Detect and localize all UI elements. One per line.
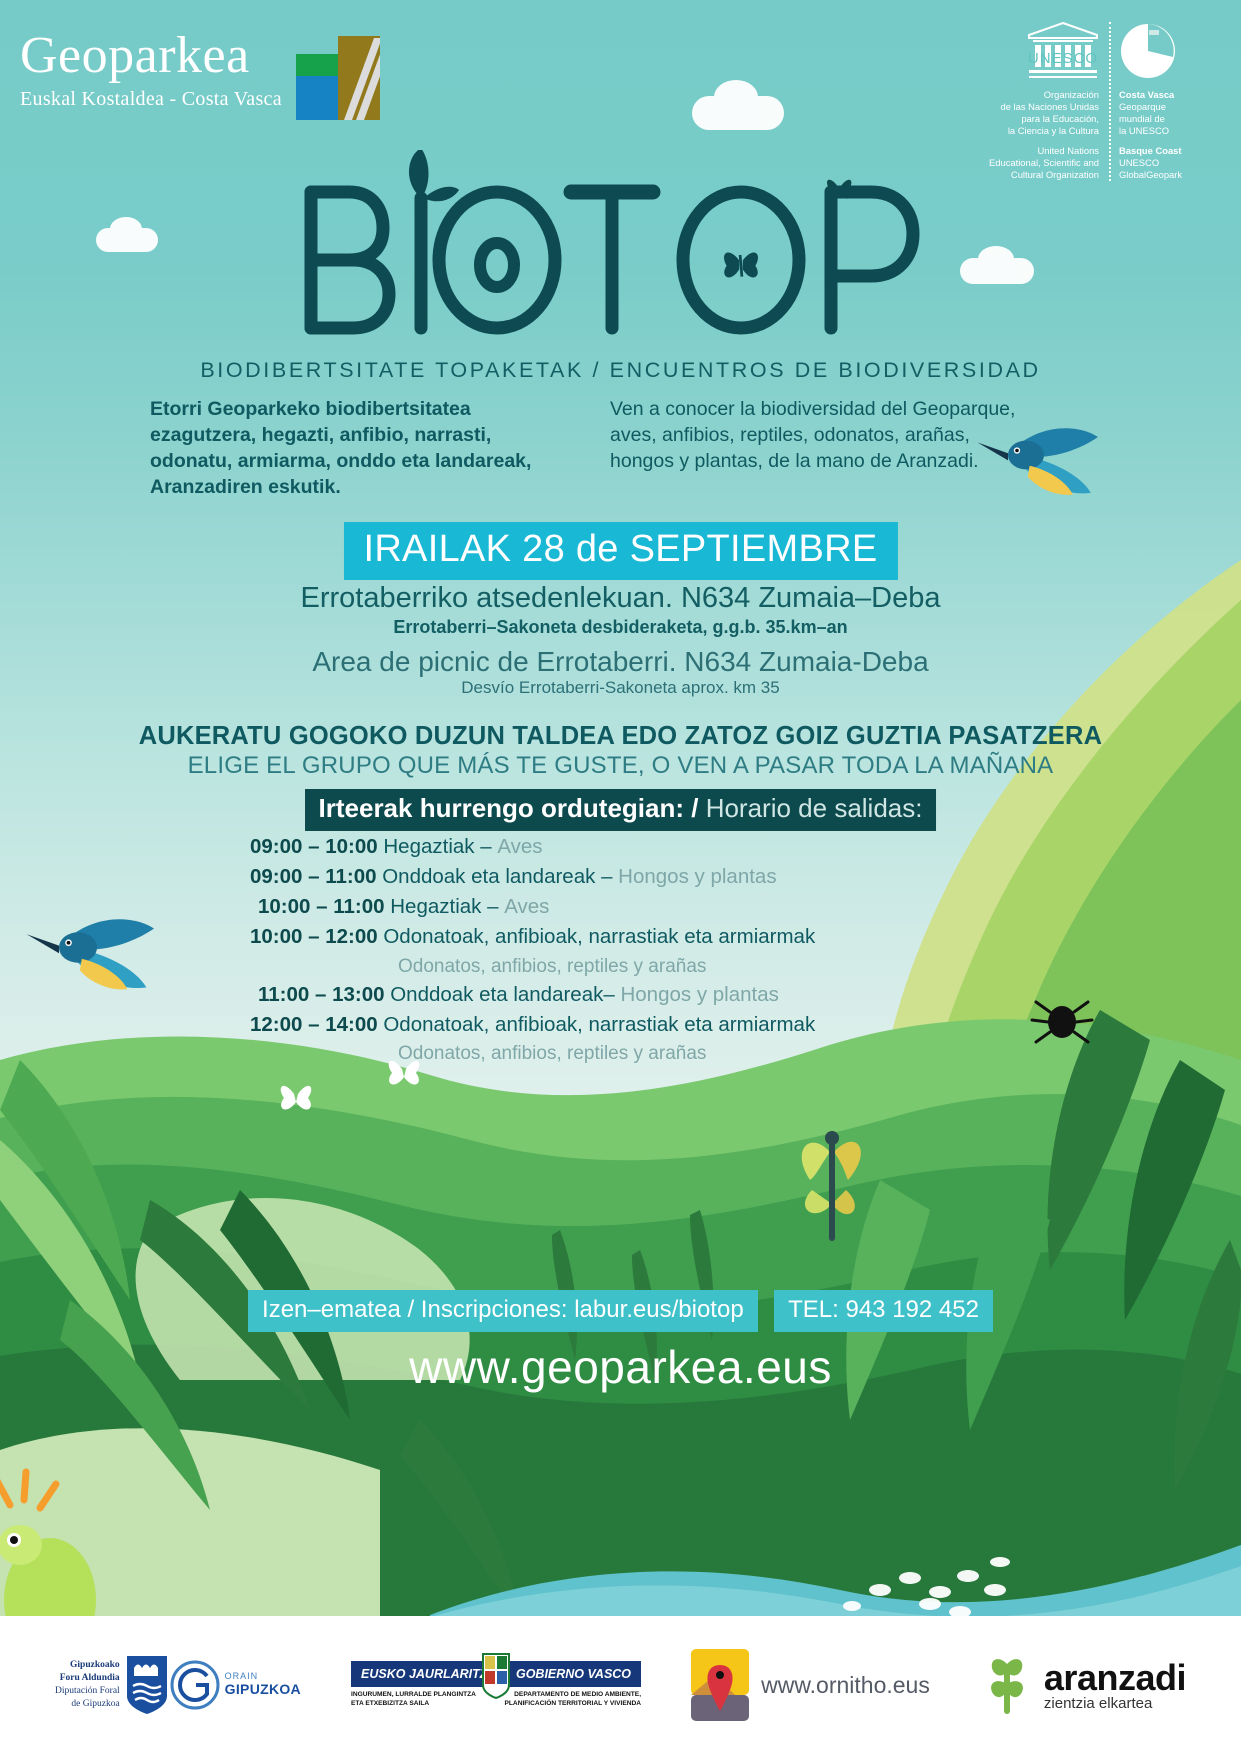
gobierno-vasco-label: GOBIERNO VASCO <box>515 1667 632 1682</box>
schedule-header-spanish: Horario de salidas: <box>698 793 923 823</box>
biotop-logotype <box>304 150 920 335</box>
schedule-separator: – <box>487 895 505 919</box>
butterfly-icon <box>280 1085 312 1110</box>
geoparkea-mark-icon <box>296 36 380 120</box>
gipuzkoa-line2: Foru Aldundia <box>59 1673 120 1684</box>
basque-government-shield-icon <box>482 1653 511 1700</box>
schedule-time: 12:00 – 14:00 <box>250 1013 384 1037</box>
choose-group-basque: AUKERATU GOGOKO DUZUN TALDEA EDO ZATOZ G… <box>138 722 1103 750</box>
aranzadi-logo: aranzadi zientzia elkartea <box>980 1654 1186 1716</box>
eusko-jaurlaritza-logo: EUSKO JAURLARITZA GOBIERNO VASCO INGURUM… <box>351 1653 642 1708</box>
gipuzkoa-line3: Diputación Foral <box>55 1686 120 1696</box>
schedule-separator: – <box>480 835 498 858</box>
registration-row: Izen–ematea / Inscripciones: labur.eus/b… <box>0 1290 1241 1332</box>
schedule-row: 12:00 – 14:00 Odonatoak, anfibioak, narr… <box>250 1010 1010 1040</box>
schedule-list: 09:00 – 10:00 Hegaztiak – Aves 09:00 – 11… <box>250 832 1010 1068</box>
schedule-activity-basque: Odonatoak, anfibioak, narrastiak eta arm… <box>383 925 816 949</box>
website-url[interactable]: www.geoparkea.eus <box>409 1341 832 1393</box>
schedule-row: 09:00 – 11:00 Onddoak eta landareak – Ho… <box>250 862 1010 892</box>
sponsor-footer: Gipuzkoako Foru Aldundia Diputación Fora… <box>0 1616 1241 1754</box>
schedule-row: 10:00 – 11:00 Hegaztiak – Aves <box>250 892 1010 922</box>
schedule-activity-spanish: Aves <box>497 835 543 858</box>
geopark-en-body: UNESCO GlobalGeopark <box>1119 157 1183 181</box>
orain-g-icon <box>170 1660 220 1710</box>
unesco-spanish-text: Organización de las Naciones Unidas para… <box>1000 89 1100 137</box>
geoparkea-wordmark: Geoparkea <box>20 27 250 84</box>
schedule-activity-basque: Hegaztiak <box>390 895 488 919</box>
kingfisher-bird-icon <box>26 919 154 990</box>
schedule-activity-spanish: Hongos y plantas <box>620 983 779 1007</box>
location-spanish-main: Area de picnic de Errotaberri. N634 Zuma… <box>312 646 929 677</box>
schedule-time: 09:00 – 11:00 <box>250 865 383 889</box>
schedule-row: 10:00 – 12:00 Odonatoak, anfibioak, narr… <box>250 922 1010 952</box>
gipuzkoa-line1: Gipuzkoako <box>70 1660 120 1671</box>
geoparkea-logo: Geoparkea Euskal Kostaldea - Costa Vasca <box>20 30 380 130</box>
schedule-row: 11:00 – 13:00 Onddoak eta landareak– Hon… <box>250 980 1010 1010</box>
location-basque-main: Errotaberriko atsedenlekuan. N634 Zumaia… <box>300 582 941 614</box>
location-basque-sub: Errotaberri–Sakoneta desbideraketa, g.g.… <box>393 617 848 637</box>
intro-text-spanish: Ven a conocer la biodiversidad del Geopa… <box>610 398 1016 473</box>
cloud-icon <box>692 80 784 130</box>
schedule-activity-spanish: Odonatos, anfibios, reptiles y arañas <box>398 1043 707 1065</box>
geoparkea-subtitle: Euskal Kostaldea - Costa Vasca <box>20 88 282 110</box>
eusko-sub-spanish: DEPARTAMENTO DE MEDIO AMBIENTE, PLANIFIC… <box>504 1691 642 1707</box>
unesco-temple-icon: UNESCO <box>1028 21 1098 78</box>
geopark-en-title: Basque Coast <box>1119 145 1182 157</box>
geopark-es-body: Geoparque mundial de la UNESCO <box>1119 101 1170 137</box>
gipuzkoa-line4: de Gipuzkoa <box>71 1698 120 1709</box>
choose-group-spanish: ELIGE EL GRUPO QUE MÁS TE GUSTE, O VEN A… <box>187 752 1054 779</box>
cloud-icon <box>960 246 1034 284</box>
schedule-activity-basque: Odonatoak, anfibioak, narrastiak eta arm… <box>383 1013 816 1037</box>
dragonfly-icon <box>801 1131 861 1241</box>
intro-text-basque: Etorri Geoparkeko biodibertsitatea ezagu… <box>150 398 532 499</box>
schedule-activity-basque: Onddoak eta landareak <box>382 865 602 889</box>
schedule-activity-basque: Hegaztiak <box>383 835 481 858</box>
schedule-time: 10:00 – 11:00 <box>258 895 391 919</box>
location-spanish-sub: Desvío Errotaberri-Sakoneta aprox. km 35 <box>461 678 780 697</box>
schedule-row: 09:00 – 10:00 Hegaztiak – Aves <box>250 832 1010 862</box>
schedule-activity-spanish: Hongos y plantas <box>618 865 777 889</box>
telephone-pill[interactable]: TEL: 943 192 452 <box>774 1290 993 1332</box>
unesco-geopark-logo-block: UNESCO Organización de las Naciones Unid… <box>923 21 1223 182</box>
cloud-icon <box>96 217 158 252</box>
schedule-header-basque: Irteerak hurrengo ordutegian: / <box>318 793 699 823</box>
gipuzkoa-shield-icon <box>126 1656 167 1714</box>
ornitho-bird-icon <box>691 1649 750 1721</box>
tick-icon <box>1030 1000 1094 1044</box>
gipuzkoa-label: GIPUZKOA <box>224 1681 301 1698</box>
geopark-es-title: Costa Vasca <box>1119 89 1175 100</box>
orain-label: ORAIN <box>224 1671 259 1682</box>
biotop-title <box>0 150 1241 350</box>
ornitho-logo[interactable]: www.ornitho.eus <box>691 1649 930 1721</box>
schedule-activity-spanish: Odonatos, anfibios, reptiles y arañas <box>398 955 707 977</box>
svg-text:UNESCO: UNESCO <box>1028 50 1098 67</box>
intro-paragraphs: Etorri Geoparkeko biodibertsitatea ezagu… <box>150 396 1100 501</box>
registration-link-pill[interactable]: Izen–ematea / Inscripciones: labur.eus/b… <box>248 1290 758 1332</box>
butterfly-icon <box>388 1060 420 1085</box>
gipuzkoa-logo: Gipuzkoako Foru Aldundia Diputación Fora… <box>55 1654 301 1716</box>
aranzadi-subtitle: zientzia elkartea <box>1043 1694 1153 1712</box>
global-geopark-icon <box>1121 24 1175 78</box>
aranzadi-name: aranzadi <box>1043 1656 1187 1698</box>
eusko-jaurlaritza-label: EUSKO JAURLARITZA <box>361 1667 497 1682</box>
aranzadi-plant-icon <box>990 1659 1023 1714</box>
eusko-sub-basque: INGURUMEN, LURRALDE PLANGINTZA ETA ETXEB… <box>351 1691 476 1707</box>
poster-tagline: BIODIBERTSITATE TOPAKETAK / ENCUENTROS D… <box>200 358 1041 382</box>
schedule-time: 11:00 – 13:00 <box>258 983 391 1007</box>
schedule-activity-basque: Onddoak eta landareak– <box>390 983 621 1007</box>
kingfisher-bird-icon <box>977 428 1098 495</box>
date-banner: IRAILAK 28 de SEPTIEMBRE <box>343 522 898 580</box>
vertical-dotted-divider <box>1109 22 1111 182</box>
schedule-separator: – <box>601 865 619 889</box>
schedule-time: 10:00 – 12:00 <box>250 925 384 949</box>
schedule-header-banner: Irteerak hurrengo ordutegian: / Horario … <box>304 789 937 831</box>
schedule-activity-spanish: Aves <box>504 895 550 919</box>
ornitho-url[interactable]: www.ornitho.eus <box>761 1671 930 1698</box>
schedule-time: 09:00 – 10:00 <box>250 835 384 858</box>
unesco-english-text: United Nations Educational, Scientific a… <box>989 145 1099 181</box>
